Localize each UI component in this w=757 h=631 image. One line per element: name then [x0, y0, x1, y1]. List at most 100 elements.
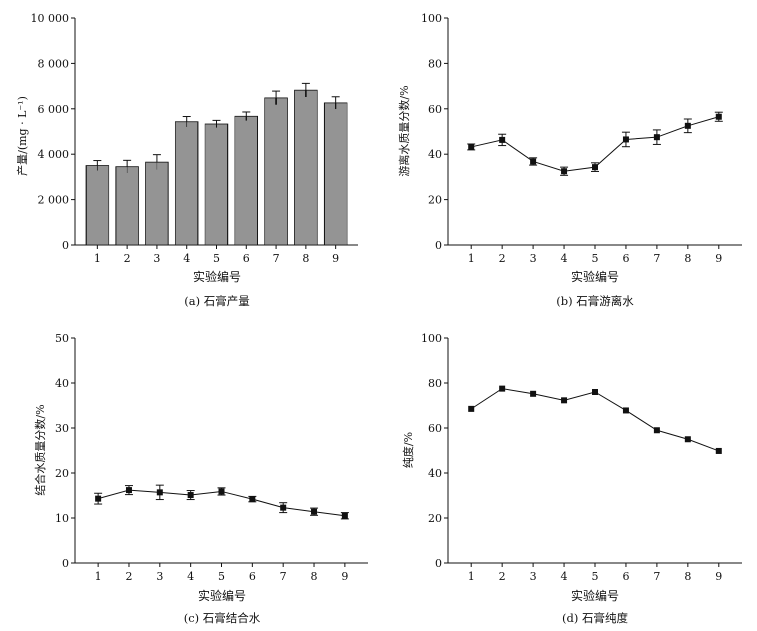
x-tick-label: 4 [187, 570, 194, 583]
y-tick-label: 100 [421, 332, 442, 345]
y-tick-label: 10 000 [31, 12, 70, 25]
x-tick-label: 2 [499, 252, 506, 265]
data-point [561, 168, 568, 175]
bar [145, 161, 169, 246]
y-tick-label: 40 [428, 467, 442, 480]
y-tick-label: 60 [428, 103, 442, 116]
x-tick-label: 6 [243, 252, 250, 265]
data-point [715, 447, 722, 454]
panel-b-ylabel: 游离水质量分数/% [397, 85, 411, 176]
x-tick-label: 1 [95, 570, 102, 583]
x-tick-label: 5 [213, 252, 220, 265]
x-tick-label: 2 [499, 570, 506, 583]
x-tick-label: 8 [302, 252, 309, 265]
data-point [468, 405, 475, 412]
bar [294, 89, 318, 246]
x-tick-label: 1 [468, 252, 475, 265]
x-tick-label: 9 [341, 570, 348, 583]
data-point [249, 496, 256, 503]
x-tick-label: 9 [715, 252, 722, 265]
x-tick-label: 7 [280, 570, 287, 583]
data-point [653, 427, 660, 434]
panel-a-ylabel: 产量/(mg · L⁻¹) [15, 96, 29, 176]
x-tick-label: 9 [715, 570, 722, 583]
panel-c-plot: 0 10 20 30 40 50 1 2 3 4 5 6 7 8 9 [55, 332, 368, 583]
x-tick-label: 3 [153, 252, 160, 265]
bar [85, 165, 110, 246]
data-point [125, 487, 132, 494]
x-tick-label: 3 [530, 570, 537, 583]
panel-a-plot: 0 2 000 4 000 6 000 8 000 10 000 1 2 3 4 5 6 7 8 9 [31, 12, 358, 265]
x-tick-label: 8 [684, 252, 691, 265]
x-tick-label: 4 [561, 252, 568, 265]
y-tick-label: 4 000 [38, 148, 70, 161]
panel-a-xlabel: 实验编号 [193, 269, 241, 284]
panel-a-caption: (a) 石膏产量 [184, 294, 249, 308]
x-tick-label: 5 [592, 252, 599, 265]
data-point [311, 508, 318, 515]
bar [264, 97, 288, 246]
y-tick-label: 0 [62, 239, 69, 252]
data-point [592, 164, 598, 171]
data-point [715, 113, 722, 120]
panel-b-plot: 0 20 40 60 80 100 1 2 3 4 5 6 7 8 9 [421, 12, 742, 265]
panel-a-gypsum-yield: 0 2 000 4 000 6 000 8 000 10 000 1 2 3 4 5 6 7 8 9 实验编… [15, 12, 358, 308]
panel-d-ylabel: 纯度/% [401, 432, 415, 468]
x-tick-label: 8 [311, 570, 318, 583]
panel-d-xlabel: 实验编号 [571, 588, 619, 603]
x-tick-label: 7 [273, 252, 280, 265]
y-tick-label: 0 [435, 239, 442, 252]
x-tick-label: 7 [653, 252, 660, 265]
y-tick-label: 10 [55, 512, 69, 525]
y-tick-label: 60 [428, 422, 442, 435]
x-tick-label: 1 [468, 570, 475, 583]
panel-c-caption: (c) 石膏结合水 [184, 611, 261, 625]
bar [234, 115, 259, 246]
y-tick-label: 30 [55, 422, 69, 435]
data-point [95, 495, 102, 502]
bar [115, 166, 139, 246]
x-tick-label: 1 [94, 252, 101, 265]
x-tick-label: 5 [218, 570, 225, 583]
bar [174, 121, 199, 246]
y-tick-label: 2 000 [38, 194, 70, 207]
data-point [684, 122, 691, 129]
y-tick-label: 80 [428, 377, 442, 390]
panel-c-ylabel: 结合水质量分数/% [33, 404, 47, 495]
y-tick-label: 0 [435, 557, 442, 570]
y-tick-label: 80 [428, 57, 442, 70]
panel-c-xlabel: 实验编号 [198, 588, 246, 603]
panel-c-bound-water: 0 10 20 30 40 50 1 2 3 4 5 6 7 8 9 实验编号 结合水质量分数/% (c) … [33, 332, 368, 625]
y-tick-label: 100 [421, 12, 442, 25]
data-point [187, 492, 194, 499]
data-point [499, 385, 506, 392]
x-tick-label: 6 [249, 570, 256, 583]
x-tick-label: 7 [653, 570, 660, 583]
y-tick-label: 20 [428, 512, 442, 525]
panel-d-caption: (d) 石膏纯度 [562, 611, 628, 625]
data-point [592, 389, 598, 395]
data-point [622, 136, 629, 143]
data-point [280, 504, 287, 511]
data-point [499, 136, 506, 143]
data-point [341, 512, 348, 519]
x-tick-label: 2 [125, 570, 132, 583]
panel-b-xlabel: 实验编号 [571, 269, 619, 284]
y-tick-label: 50 [55, 332, 69, 345]
x-tick-label: 8 [684, 570, 691, 583]
x-tick-label: 4 [561, 570, 568, 583]
y-tick-label: 8 000 [38, 57, 70, 70]
y-tick-label: 6 000 [38, 103, 70, 116]
x-tick-label: 9 [332, 252, 339, 265]
panel-b-free-water: 0 20 40 60 80 100 1 2 3 4 5 6 7 8 9 实验编号 游离水质量分数/% (b)… [397, 12, 742, 308]
series-line [470, 388, 719, 452]
y-tick-label: 40 [428, 148, 442, 161]
data-point [622, 407, 629, 414]
bar [204, 123, 229, 246]
data-point [653, 134, 660, 141]
x-tick-label: 3 [530, 252, 537, 265]
data-point [218, 488, 225, 495]
y-tick-label: 20 [428, 194, 442, 207]
panel-d-purity: 0 20 40 60 80 100 1 2 3 4 5 6 7 8 9 实验编号 纯度/% (d) 石膏纯度 [401, 332, 742, 625]
y-tick-label: 0 [62, 557, 69, 570]
